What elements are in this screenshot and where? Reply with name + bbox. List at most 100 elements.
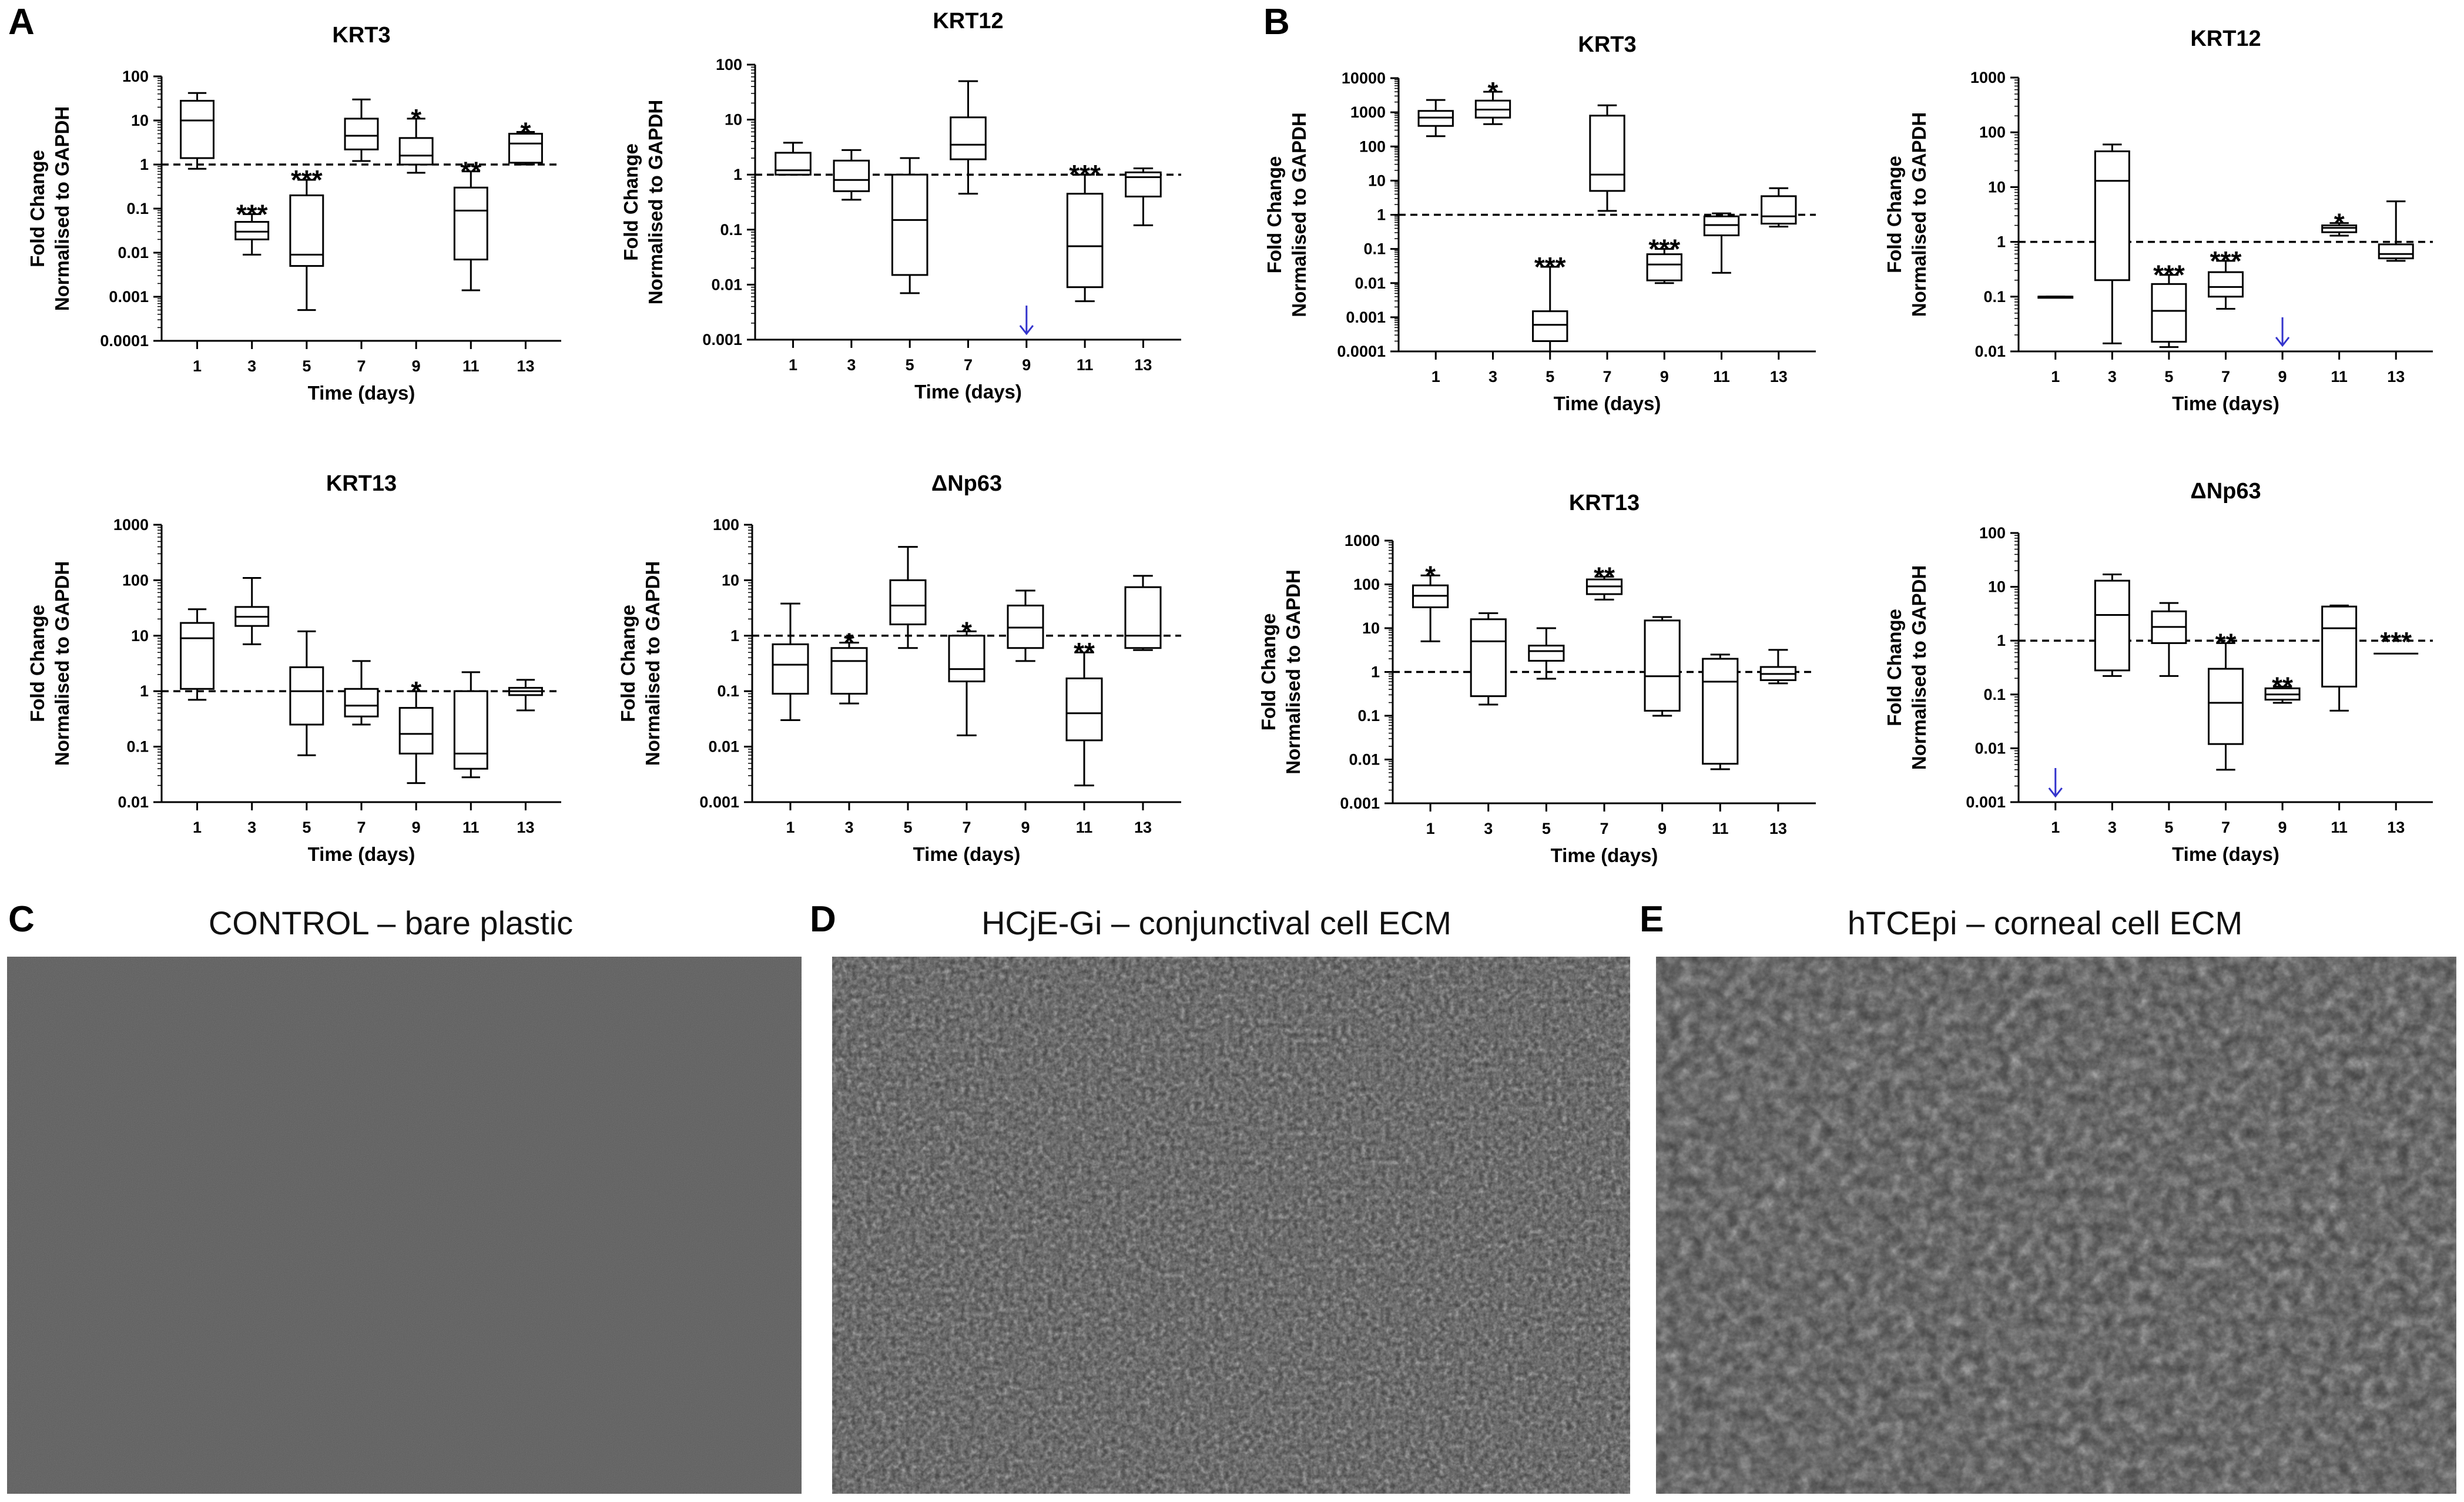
y-tick-label: 0.01 <box>1349 751 1380 769</box>
chart-title: KRT12 <box>2190 26 2261 51</box>
chart-a-krt12: KRT12 0.001 0.01 0.1 1 10 100 Fold Change Normal… <box>620 9 1181 403</box>
x-axis-label: Time (days) <box>308 382 415 404</box>
panel-letter-a: A <box>8 2 35 42</box>
x-tick-label: 11 <box>2331 368 2348 385</box>
box-iqr <box>772 643 809 695</box>
x-tick-label: 1 <box>1432 368 1440 385</box>
y-tick-label: 1 <box>1997 632 2006 649</box>
chart-b-dnp63: ΔNp63 0.001 0.01 0.1 1 10 100 Fold Change Normal… <box>1883 479 2433 865</box>
chart-title: KRT3 <box>1578 32 1636 57</box>
box-iqr <box>180 622 214 690</box>
box-day-7 <box>344 98 379 162</box>
x-tick-label: 1 <box>786 819 794 836</box>
box-day-5: *** <box>2151 260 2187 348</box>
no-data-arrow-head <box>2048 787 2063 798</box>
panel-letter-e: E <box>1640 899 1664 940</box>
box-day-5 <box>2151 602 2187 677</box>
box-day-11: ** <box>453 156 488 291</box>
y-tick-label: 0.01 <box>711 276 742 293</box>
box-day-11 <box>453 671 488 779</box>
box-iqr <box>1589 115 1625 192</box>
box-iqr <box>289 666 324 726</box>
x-tick-label: 13 <box>2387 368 2405 385</box>
significance-label: ** <box>1074 637 1095 668</box>
y-tick-label: 0.001 <box>1340 794 1380 812</box>
y-axis-label-line2: Normalised to GAPDH <box>51 561 73 766</box>
box-iqr <box>830 647 868 695</box>
x-tick-label: 3 <box>247 357 256 375</box>
box-iqr <box>889 579 927 626</box>
x-tick-label: 11 <box>2331 819 2348 836</box>
x-tick-label: 1 <box>2051 819 2060 836</box>
y-tick-label: 10 <box>1362 619 1380 637</box>
x-tick-label: 11 <box>1076 819 1093 836</box>
box-day-1 <box>772 602 809 722</box>
y-tick-label: 100 <box>1359 138 1386 155</box>
box-day-5 <box>889 546 927 649</box>
y-axis-label-line2: Normalised to GAPDH <box>1908 112 1930 317</box>
micrograph-caption-c: CONTROL – bare plastic <box>209 904 573 941</box>
box-iqr <box>2094 150 2130 281</box>
x-tick-label: 3 <box>247 819 256 836</box>
chart-title: KRT3 <box>332 23 390 48</box>
y-tick-label: 0.01 <box>1974 739 2006 757</box>
y-tick-label: 100 <box>122 571 149 589</box>
box-day-11 <box>2321 604 2358 712</box>
box-day-9 <box>1007 589 1044 662</box>
box-day-9 <box>1019 306 1034 336</box>
y-tick-label: 0.001 <box>1966 793 2006 811</box>
panel-letter-c: C <box>8 899 35 940</box>
chart-b-krt12: KRT12 0.01 0.1 1 10 100 1000 Fold Change Normali… <box>1883 26 2433 414</box>
box-iqr <box>1125 171 1162 197</box>
y-tick-label: 0.001 <box>702 331 742 348</box>
y-axis-label-line2: Normalised to GAPDH <box>1282 569 1304 774</box>
x-tick-label: 3 <box>1489 368 1497 385</box>
x-tick-label: 13 <box>517 819 534 836</box>
y-axis-label-line1: Fold Change <box>1258 613 1279 731</box>
box-day-7: ** <box>2208 628 2244 771</box>
x-tick-label: 3 <box>2108 819 2117 836</box>
box-day-1 <box>1417 99 1454 138</box>
x-tick-label: 5 <box>302 357 311 375</box>
y-axis-label-line2: Normalised to GAPDH <box>645 100 666 304</box>
x-tick-label: 7 <box>2221 819 2230 836</box>
box-iqr <box>948 635 985 683</box>
significance-label: *** <box>291 165 323 195</box>
box-day-9: * <box>398 676 434 784</box>
box-day-9 <box>2275 317 2290 347</box>
box-day-1 <box>2048 768 2063 798</box>
significance-label: * <box>411 103 421 134</box>
box-iqr <box>1646 253 1682 281</box>
chart-title: KRT13 <box>326 471 397 496</box>
y-tick-label: 0.1 <box>717 682 739 700</box>
significance-label: *** <box>2153 260 2185 290</box>
y-tick-label: 0.001 <box>109 288 149 306</box>
box-day-5 <box>1528 627 1565 680</box>
box-day-13 <box>2378 200 2414 262</box>
y-axis-label-line1: Fold Change <box>26 605 48 722</box>
y-axis-label-line2: Normalised to GAPDH <box>1908 565 1930 770</box>
x-tick-label: 5 <box>903 819 912 836</box>
x-tick-label: 9 <box>1021 819 1030 836</box>
box-day-3 <box>234 576 270 645</box>
significance-label: *** <box>2380 626 2412 657</box>
y-tick-label: 0.001 <box>1346 309 1386 326</box>
y-tick-label: 0.0001 <box>1337 343 1386 360</box>
box-iqr <box>180 99 214 159</box>
box-iqr <box>1761 195 1797 225</box>
box-iqr <box>1644 619 1681 712</box>
x-tick-label: 7 <box>964 356 973 374</box>
y-tick-label: 1 <box>140 156 149 173</box>
box-iqr <box>453 690 488 770</box>
box-day-1 <box>775 142 812 176</box>
y-axis-label-line1: Fold Change <box>620 143 642 261</box>
y-tick-label: 10 <box>1988 178 2006 196</box>
x-tick-label: 11 <box>1712 820 1729 837</box>
box-day-7: * <box>948 616 985 736</box>
chart-a-krt3: KRT3 0.0001 0.001 0.01 0.1 1 10 100 Fold Change N… <box>26 23 561 404</box>
x-tick-label: 13 <box>517 357 534 375</box>
x-tick-label: 9 <box>1658 820 1667 837</box>
box-iqr <box>950 116 987 160</box>
x-axis-label: Time (days) <box>1551 844 1658 866</box>
box-day-1 <box>180 92 214 170</box>
